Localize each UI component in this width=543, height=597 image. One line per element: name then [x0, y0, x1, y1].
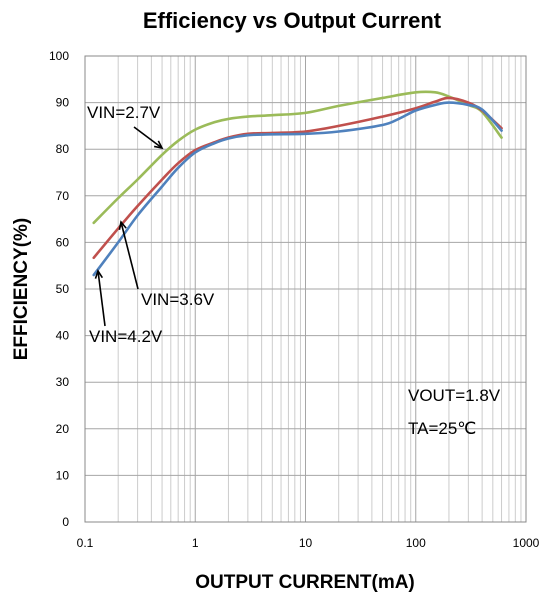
y-tick-label: 90 — [56, 96, 70, 110]
arrow-vin-4-2v — [94, 269, 106, 327]
x-tick-label: 100 — [406, 536, 426, 550]
y-tick-label: 40 — [56, 329, 70, 343]
x-axis-label: OUTPUT CURRENT(mA) — [195, 572, 415, 593]
label-vin-4-2v: VIN=4.2V — [89, 327, 163, 346]
arrow-vin-2-7v — [133, 126, 164, 150]
y-tick-label: 50 — [56, 282, 70, 296]
y-tick-label: 30 — [56, 375, 70, 389]
y-tick-label: 0 — [62, 515, 69, 529]
y-tick-label: 10 — [56, 468, 70, 482]
tick-labels: 0 10 20 30 40 50 60 70 80 90 100 0.1 1 10 100 1000 — [49, 49, 540, 550]
label-vin-3-6v: VIN=3.6V — [141, 290, 215, 309]
series-lines — [92, 90, 503, 277]
x-tick-label: 1000 — [513, 536, 540, 550]
chart-title: Efficiency vs Output Current — [143, 8, 442, 33]
y-axis-label: EFFICIENCY(%) — [11, 218, 32, 361]
x-tick-label: 10 — [299, 536, 313, 550]
annotations: VIN=2.7V VIN=3.6V VIN=4.2V VOUT=1.8V TA=25℃ — [87, 103, 501, 438]
y-tick-label: 20 — [56, 422, 70, 436]
arrow-vin-3-6v — [118, 220, 139, 290]
series-line-vin-2-7v — [92, 90, 503, 225]
y-tick-label: 60 — [56, 235, 70, 249]
series-line-vin-3-6v — [92, 96, 503, 260]
x-tick-label: 0.1 — [77, 536, 94, 550]
x-tick-label: 1 — [192, 536, 199, 550]
label-vin-2-7v: VIN=2.7V — [87, 103, 161, 122]
y-tick-label: 100 — [49, 49, 69, 63]
y-tick-label: 80 — [56, 142, 70, 156]
series-line-vin-4-2v — [92, 101, 503, 277]
y-tick-label: 70 — [56, 189, 70, 203]
label-vout: VOUT=1.8V — [408, 386, 501, 405]
label-ta: TA=25℃ — [408, 419, 476, 438]
plot-border — [84, 55, 527, 523]
